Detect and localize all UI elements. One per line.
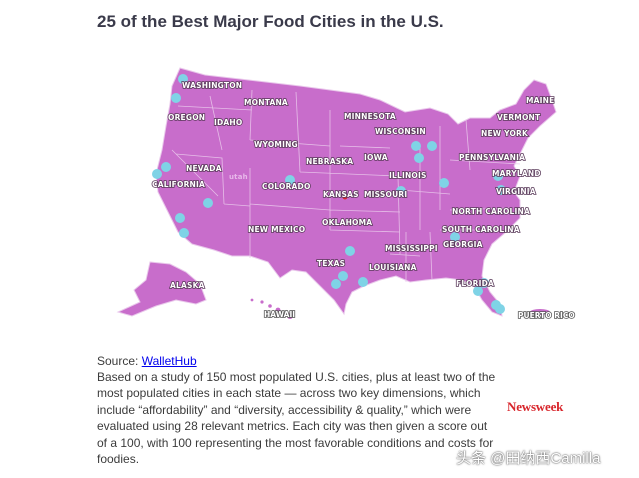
state-labels: WASHINGTON OREGON IDAHO MONTANA MINNESOT… [151,80,575,321]
city-dot[interactable] [171,93,181,103]
city-dot[interactable] [152,169,162,179]
state-label-greyed: utah [229,173,248,181]
state-label: MINNESOTA [344,112,396,121]
page-title: 25 of the Best Major Food Cities in the … [97,12,444,31]
state-label: MISSISSIPPI [385,244,438,253]
city-dot[interactable] [411,141,421,151]
state-label: MAINE [526,96,554,105]
state-label: NORTH CAROLINA [452,207,530,216]
state-label: NEW MEXICO [248,225,305,234]
state-label: OKLAHOMA [322,218,372,227]
state-label: VIRGINIA [496,187,536,196]
city-dot[interactable] [161,162,171,172]
source-label: Source: [97,354,142,368]
state-label: ALASKA [170,281,205,290]
city-dot[interactable] [285,175,295,185]
state-label: CALIFORNIA [152,180,205,189]
city-dot[interactable] [358,277,368,287]
state-label: WYOMING [254,140,298,149]
state-label: IDAHO [214,118,242,127]
description: Based on a study of 150 most populated U… [97,370,496,467]
alaska-shape [116,261,207,317]
city-dot[interactable] [414,153,424,163]
state-label: IOWA [364,153,388,162]
state-label: MISSOURI [364,190,407,199]
state-label: VERMONT [497,113,541,122]
state-borders [171,89,521,282]
state-label: MONTANA [244,98,288,107]
state-label: FLORIDA [456,279,494,288]
newsweek-logo: Newsweek [507,399,564,414]
city-dot[interactable] [493,171,503,181]
watermark: 头条 @田纳西Camilla [456,450,601,467]
city-dot[interactable] [479,278,489,288]
city-dot[interactable] [345,246,355,256]
city-dot[interactable] [396,186,406,196]
city-dot[interactable] [496,185,506,195]
state-label: NEBRASKA [306,157,353,166]
kansas-marker [342,194,348,200]
state-label: KANSAS [323,190,359,199]
city-dot[interactable] [338,271,348,281]
state-label: GEORGIA [443,240,483,249]
hawaii-shape [250,298,293,319]
city-markers [152,74,506,314]
city-dot[interactable] [178,74,188,84]
state-label: NEW YORK [481,129,529,138]
state-label: TEXAS [317,259,345,268]
city-dot[interactable] [473,286,483,296]
puerto-rico-shape [530,309,550,315]
state-label: COLORADO [262,182,311,191]
city-dot[interactable] [175,213,185,223]
state-label: WISCONSIN [375,127,426,136]
source-link[interactable]: WalletHub [141,354,197,368]
city-dot[interactable] [450,232,460,242]
city-dot[interactable] [427,141,437,151]
city-dot[interactable] [203,198,213,208]
state-label: OREGON [168,113,205,122]
state-label: WASHINGTON [182,81,242,90]
city-dot[interactable] [331,279,341,289]
state-label: HAWAII [264,310,295,319]
state-label: NEVADA [186,164,222,173]
source-line: Source: WalletHub [97,353,497,370]
state-label: PENNSYLVANIA [459,153,525,162]
city-dot[interactable] [439,178,449,188]
state-label: PUERTO RICO [518,311,575,320]
city-dot[interactable] [495,304,505,314]
state-label: MARYLAND [492,169,541,178]
state-label: SOUTH CAROLINA [442,225,520,234]
continental-us-shape [155,67,557,317]
state-label: LOUISIANA [369,263,417,272]
state-label: ILLINOIS [389,171,427,180]
city-dot[interactable] [179,228,189,238]
